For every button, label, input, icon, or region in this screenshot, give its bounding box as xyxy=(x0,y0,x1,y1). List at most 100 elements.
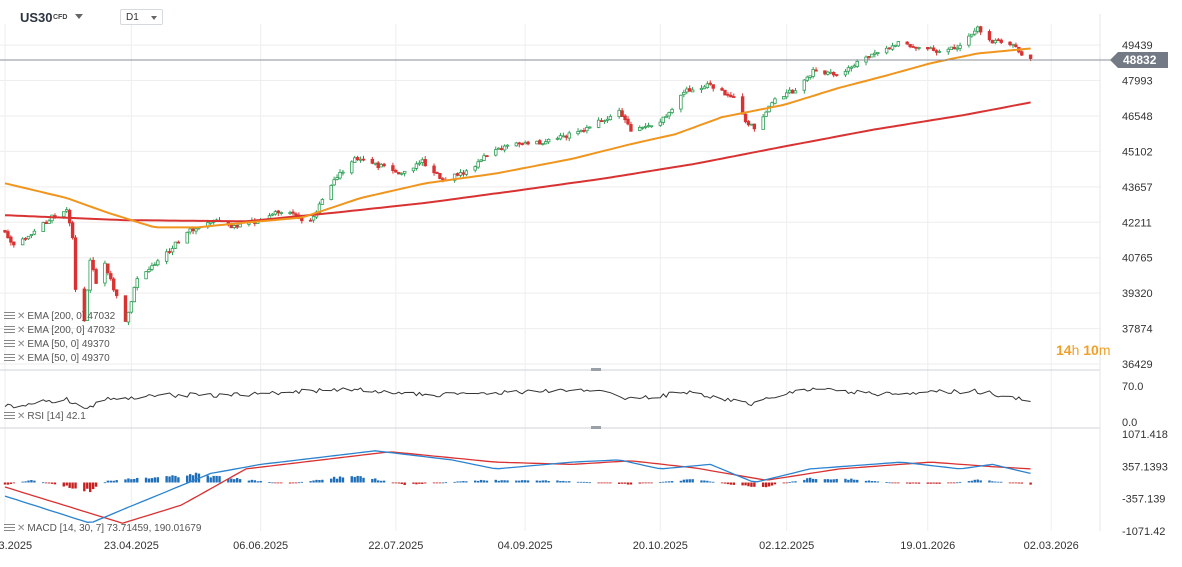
macd-histogram-bar xyxy=(988,480,991,483)
macd-histogram-bar xyxy=(682,479,686,483)
candle-body xyxy=(229,224,233,229)
candle-body xyxy=(608,115,613,121)
candle-body xyxy=(620,110,624,117)
symbol-name[interactable]: US30 xyxy=(20,10,53,25)
candle-body xyxy=(893,44,898,47)
macd-histogram-bar xyxy=(274,482,277,484)
macd-histogram-bar xyxy=(623,482,627,484)
legend-ema-4[interactable]: ✕ EMA [50, 0] 49370 xyxy=(4,353,110,364)
macd-histogram-bar xyxy=(329,478,333,483)
macd-histogram-bar xyxy=(91,482,95,490)
candle-body xyxy=(805,76,809,81)
legend-ema-1[interactable]: ✕ EMA [200, 0] 47032 xyxy=(4,311,115,322)
macd-histogram-bar xyxy=(377,480,380,483)
candle-body xyxy=(332,179,336,186)
list-icon[interactable] xyxy=(4,326,15,335)
candle-body xyxy=(670,108,674,113)
macd-histogram-bar xyxy=(744,482,747,486)
macd-histogram-bar xyxy=(935,482,938,484)
macd-histogram-bar xyxy=(371,479,374,483)
macd-histogram-bar xyxy=(832,479,835,483)
macd-tick-label: 357.1393 xyxy=(1122,461,1168,473)
macd-histogram-bar xyxy=(662,481,665,483)
candle-body xyxy=(164,251,169,262)
macd-histogram-bar xyxy=(112,480,115,483)
candle-body xyxy=(987,31,992,41)
rsi-tick-label: 70.0 xyxy=(1122,381,1143,393)
macd-histogram-bar xyxy=(130,479,133,483)
macd-histogram-bar xyxy=(335,478,339,483)
candle-body xyxy=(976,26,980,32)
list-icon[interactable] xyxy=(4,354,15,363)
candle-body xyxy=(638,127,642,132)
macd-histogram-bar xyxy=(127,478,130,483)
candle-body xyxy=(106,263,110,274)
candle-body xyxy=(361,158,366,161)
legend-ema-3[interactable]: ✕ EMA [50, 0] 49370 xyxy=(4,339,110,350)
candle-body xyxy=(946,48,951,53)
candle-body xyxy=(126,311,131,323)
candle-body xyxy=(690,89,695,93)
candle-body xyxy=(538,140,542,145)
macd-histogram-bar xyxy=(1000,481,1003,483)
candle-body xyxy=(1011,43,1015,46)
candle-body xyxy=(867,56,871,58)
candle-body xyxy=(661,116,665,123)
macd-histogram-bar xyxy=(691,479,694,483)
macd-histogram-bar xyxy=(588,482,592,484)
candle-body xyxy=(829,71,833,74)
list-icon[interactable] xyxy=(4,412,15,421)
list-icon[interactable] xyxy=(4,312,15,321)
candle-body xyxy=(870,53,874,58)
macd-histogram-bar xyxy=(955,482,959,484)
legend-ema-2[interactable]: ✕ EMA [200, 0] 47032 xyxy=(4,325,115,336)
macd-histogram-bar xyxy=(870,481,874,483)
macd-histogram-bar xyxy=(277,482,280,484)
macd-histogram-bar xyxy=(970,480,974,483)
candle-body xyxy=(9,236,13,243)
macd-histogram-bar xyxy=(565,481,568,483)
timeframe-select[interactable]: D1 xyxy=(120,9,163,25)
macd-histogram-bar xyxy=(994,481,997,483)
macd-histogram-bar xyxy=(444,482,448,484)
candle-body xyxy=(908,43,912,48)
close-icon[interactable]: ✕ xyxy=(17,311,26,322)
last-price-tag xyxy=(1110,51,1168,68)
chevron-down-icon[interactable] xyxy=(75,14,83,19)
x-tick-label: 19.01.2026 xyxy=(900,540,955,552)
macd-histogram-bar xyxy=(338,476,342,483)
list-icon[interactable] xyxy=(4,340,15,349)
candle-body xyxy=(890,45,895,50)
macd-histogram-bar xyxy=(950,482,953,484)
candle-body xyxy=(849,66,854,69)
candle-body xyxy=(970,33,974,37)
y-tick-label: 37874 xyxy=(1122,324,1153,336)
candle-body xyxy=(438,173,442,180)
macd-histogram-bar xyxy=(459,481,462,483)
macd-histogram-bar xyxy=(374,478,377,483)
candle-body xyxy=(238,223,242,228)
close-icon[interactable]: ✕ xyxy=(17,339,26,350)
macd-histogram-bar xyxy=(526,480,530,483)
close-icon[interactable]: ✕ xyxy=(17,325,26,336)
macd-histogram-bar xyxy=(206,475,209,483)
candle-body xyxy=(167,251,172,253)
candle-body xyxy=(479,159,483,162)
candle-body xyxy=(873,52,877,55)
candle-body xyxy=(649,125,654,128)
macd-histogram-bar xyxy=(156,477,160,483)
candle-body xyxy=(629,124,633,132)
close-icon[interactable]: ✕ xyxy=(17,411,26,422)
list-icon[interactable] xyxy=(4,524,15,533)
macd-histogram-bar xyxy=(747,482,750,487)
legend-rsi[interactable]: ✕ RSI [14] 42.1 xyxy=(4,411,86,422)
close-icon[interactable]: ✕ xyxy=(17,523,26,534)
close-icon[interactable]: ✕ xyxy=(17,353,26,364)
legend-macd[interactable]: ✕ MACD [14, 30, 7] 73.71459, 190.01679 xyxy=(4,523,201,534)
countdown-hours: 14 xyxy=(1056,342,1072,358)
macd-signal-line xyxy=(4,451,1031,524)
candle-body xyxy=(499,148,504,150)
timeframe-label: D1 xyxy=(126,12,139,23)
